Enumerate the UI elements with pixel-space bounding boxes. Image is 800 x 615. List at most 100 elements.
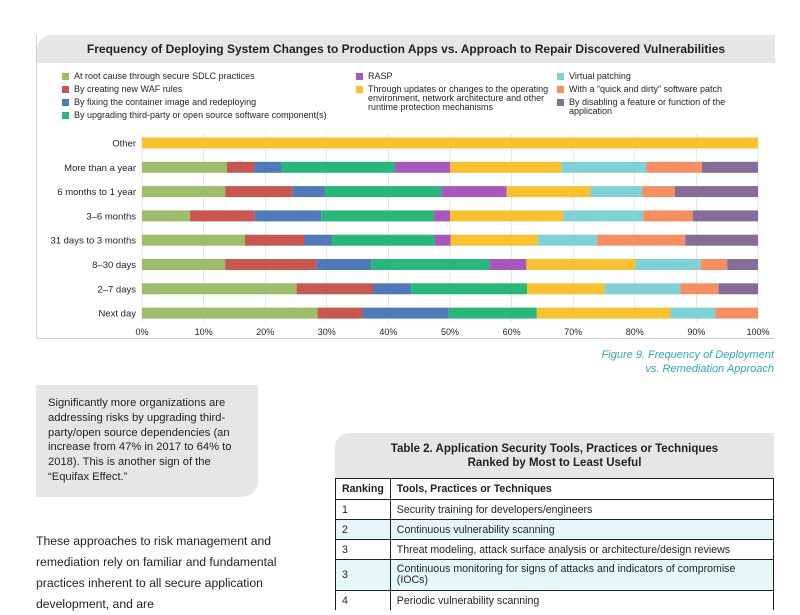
table-row: 3 Continuous monitoring for signs of att… xyxy=(335,559,774,591)
bar-segment xyxy=(635,259,701,270)
table-header-tools: Tools, Practices or Techniques xyxy=(389,478,774,500)
table-title: Table 2. Application Security Tools, Pra… xyxy=(390,443,719,469)
bar-segment xyxy=(394,161,450,173)
x-tick-label: 50% xyxy=(441,327,459,337)
bar-segment xyxy=(317,307,363,319)
bar-segment xyxy=(450,234,539,246)
callout-text: Significantly more organizations are add… xyxy=(48,397,232,483)
bar-segment xyxy=(433,210,450,222)
category-label: 2–7 days xyxy=(97,284,136,295)
bar-segment xyxy=(692,210,758,222)
tools-table: Ranking Tools, Practices or Techniques 1… xyxy=(335,478,774,610)
legend-label: By creating new WAF rules xyxy=(74,84,183,94)
bar-segment xyxy=(434,234,451,246)
table-cell-rank: 3 xyxy=(335,539,391,560)
bar-segment xyxy=(227,161,255,173)
bar-segment xyxy=(142,307,318,319)
bar-segment xyxy=(324,186,442,198)
bar-segment xyxy=(674,186,758,198)
bar-segment xyxy=(254,210,322,222)
legend-label: Virtual patching xyxy=(569,71,631,81)
bar-segment xyxy=(597,234,686,246)
legend-swatch xyxy=(356,86,363,93)
bar-segment xyxy=(411,283,527,295)
chart-legend: At root cause through secure SDLC practi… xyxy=(36,72,774,124)
bar-segment xyxy=(642,186,675,198)
table-cell-rank: 4 xyxy=(335,590,391,610)
table-header-ranking: Ranking xyxy=(335,478,391,500)
x-tick-label: 70% xyxy=(564,327,582,337)
bar-segment xyxy=(190,210,255,222)
table-cell-item: Continuous monitoring for signs of attac… xyxy=(389,559,774,591)
bar-segment xyxy=(685,234,758,246)
table-row: 3 Threat modeling, attack surface analys… xyxy=(335,539,774,560)
x-tick-label: 100% xyxy=(746,327,769,337)
bar-segment xyxy=(527,283,605,295)
bar-segment xyxy=(225,186,293,198)
table-cell-item: Periodic vulnerability scanning xyxy=(389,590,774,610)
bar-segment xyxy=(371,259,490,270)
legend-label: By disabling a feature or function of th… xyxy=(569,97,726,116)
bar-segment xyxy=(526,259,636,270)
bar-segment xyxy=(715,307,758,319)
category-label: More than a year xyxy=(64,163,136,174)
bar-segment xyxy=(448,307,537,319)
x-tick-label: 80% xyxy=(626,327,644,337)
legend-label: By upgrading third-party or open source … xyxy=(74,110,327,120)
bar-segment xyxy=(316,259,372,270)
bar-segment xyxy=(561,161,647,173)
bar-segment xyxy=(142,259,226,270)
bar-segment xyxy=(281,161,395,173)
chart-title: Frequency of Deploying System Changes to… xyxy=(86,42,726,56)
bar-segment xyxy=(142,210,191,222)
bar-segment xyxy=(244,234,305,246)
bar-segment xyxy=(718,283,758,295)
x-tick-label: 60% xyxy=(503,327,521,337)
legend-swatch xyxy=(557,73,564,80)
bar-segment xyxy=(563,210,644,222)
table-row: 4 Periodic vulnerability scanning xyxy=(335,590,774,610)
table-cell-rank: 1 xyxy=(335,499,391,520)
table-cell-rank: 3 xyxy=(335,559,391,591)
table-row: 2 Continuous vulnerability scanning xyxy=(335,519,774,540)
bar-segment xyxy=(450,210,564,222)
category-label: 6 months to 1 year xyxy=(57,187,136,198)
category-label: 3–6 months xyxy=(86,211,136,222)
legend-swatch xyxy=(356,73,363,80)
body-paragraph: These approaches to risk management and … xyxy=(36,534,277,611)
category-label: 8–30 days xyxy=(92,260,136,271)
bar-segment xyxy=(142,186,226,198)
bar-segment xyxy=(700,259,728,270)
bar-segment xyxy=(590,186,643,198)
bar-segment xyxy=(680,283,719,295)
bar-segment xyxy=(604,283,681,295)
bar-segment xyxy=(254,161,282,173)
legend-label: At root cause through secure SDLC practi… xyxy=(74,71,255,81)
bar-segment xyxy=(362,307,449,319)
legend-swatch xyxy=(62,73,69,80)
chart-title-bar: Frequency of Deploying System Changes to… xyxy=(37,35,775,63)
bar-segment xyxy=(670,307,716,319)
bar-segment xyxy=(321,210,434,222)
bar-segment xyxy=(142,137,758,149)
bar-segment xyxy=(489,259,527,270)
bar-segment xyxy=(450,161,562,173)
bar-segment xyxy=(373,283,412,295)
table-cell-item: Continuous vulnerability scanning xyxy=(389,519,774,540)
bar-segment xyxy=(332,234,435,246)
bar-segment xyxy=(304,234,333,246)
bar-segment xyxy=(701,161,758,173)
bar-segment xyxy=(441,186,507,198)
table-row: 1 Security training for developers/engin… xyxy=(335,499,774,520)
table-cell-item: Security training for developers/enginee… xyxy=(389,499,774,520)
table-header-row: Ranking Tools, Practices or Techniques xyxy=(335,478,774,500)
x-tick-label: 20% xyxy=(256,327,274,337)
legend-label: Through updates or changes to the operat… xyxy=(368,84,549,112)
figure-caption: Figure 9. Frequency of Deployment vs. Re… xyxy=(601,349,774,375)
bar-segment xyxy=(727,259,758,270)
x-tick-label: 30% xyxy=(318,327,336,337)
legend-swatch xyxy=(62,86,69,93)
table-cell-item: Threat modeling, attack surface analysis… xyxy=(389,539,774,560)
x-tick-label: 10% xyxy=(195,327,213,337)
table-cell-rank: 2 xyxy=(335,519,391,540)
